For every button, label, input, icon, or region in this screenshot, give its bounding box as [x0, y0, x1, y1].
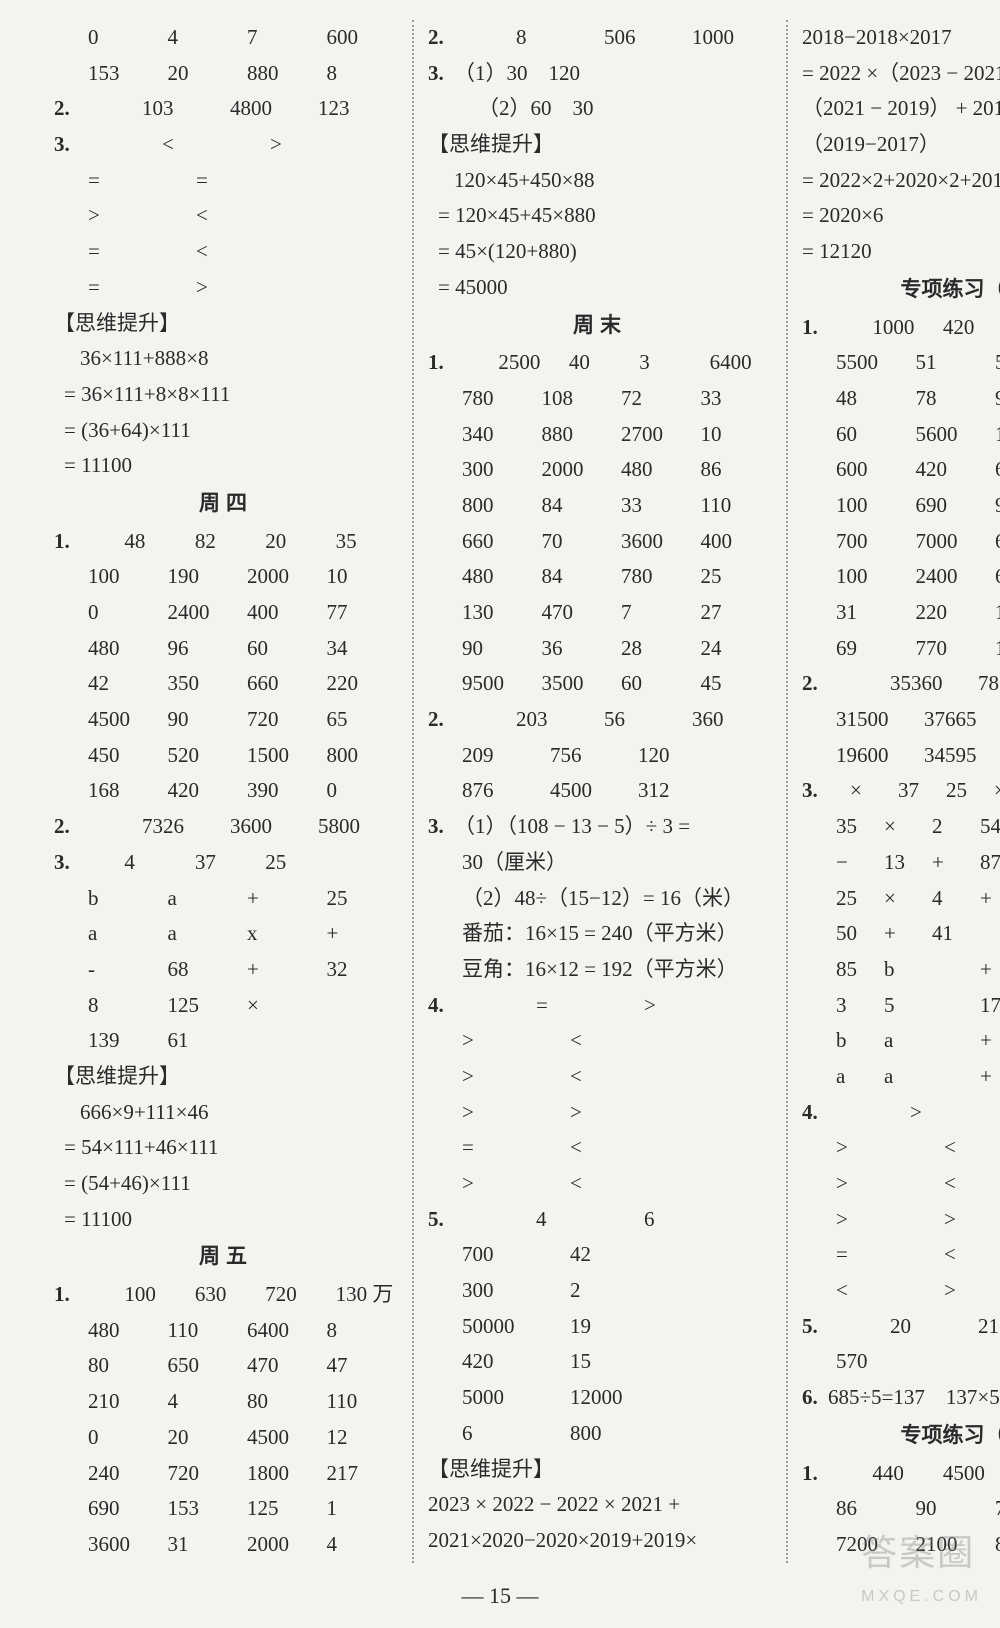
heading-special-2: 专项练习（二） [802, 1418, 1000, 1454]
column-middle: 2.85061000 3.（1）30 120 （2）60 30 【思维提升】 1… [412, 20, 786, 1563]
thinking-label: 【思维提升】 [428, 1452, 772, 1488]
q-num: 2. [54, 91, 134, 127]
heading-weekend: 周末 [428, 308, 772, 344]
thinking-label: 【思维提升】 [428, 127, 772, 163]
column-right: 2018−2018×2017 = 2022 ×（2023 − 2021）+ 20… [786, 20, 1000, 1563]
heading-thursday: 周四 [54, 486, 398, 522]
thinking-label: 【思维提升】 [54, 306, 398, 342]
heading-friday: 周五 [54, 1239, 398, 1275]
cell: 0 [88, 20, 160, 56]
column-left: 047600 153208808 2.1034800123 3.<> == ><… [40, 20, 412, 1563]
thinking-label: 【思维提升】 [54, 1059, 398, 1095]
heading-special-1: 专项练习（一） [802, 272, 1000, 308]
page-content: 047600 153208808 2.1034800123 3.<> == ><… [0, 0, 1000, 1573]
page-number: — 15 — [0, 1573, 1000, 1628]
